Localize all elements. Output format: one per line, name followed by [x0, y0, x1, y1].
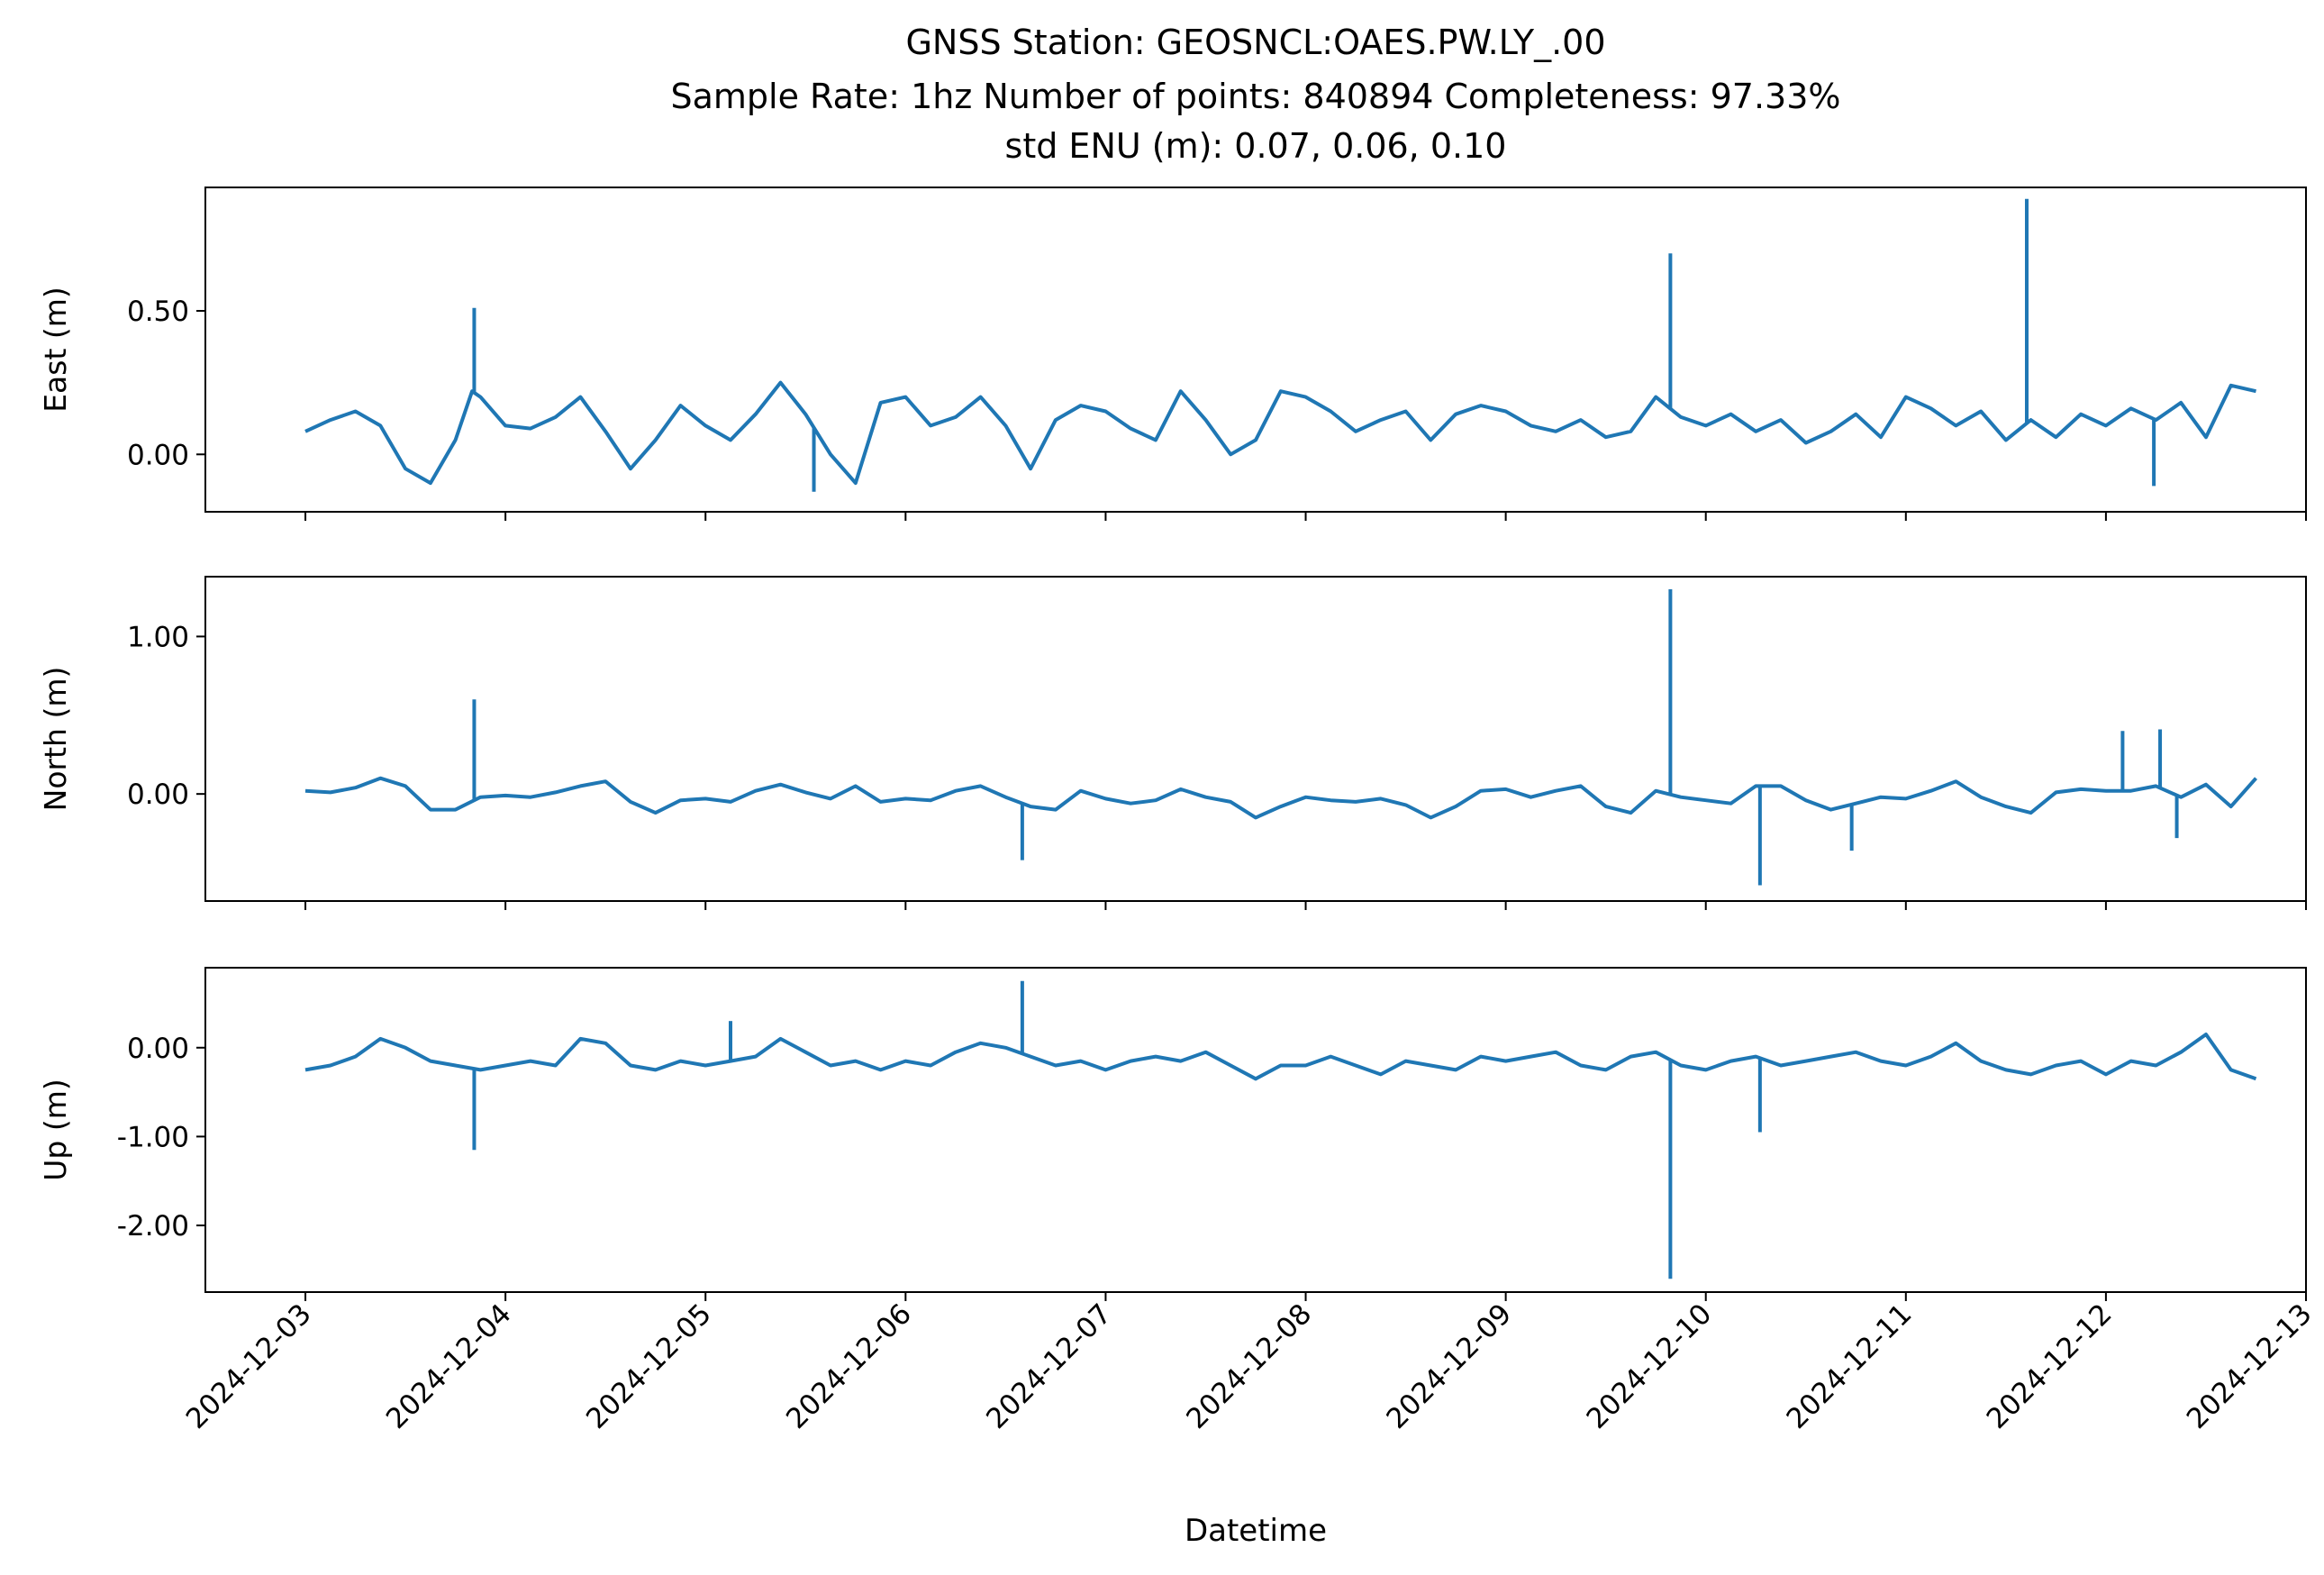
panel-3: 0.00 -1.00 -2.00 Up (m)	[38, 967, 2307, 1301]
x-tick-label: 2024-12-06	[780, 1297, 918, 1435]
series-line	[304, 380, 2256, 486]
title-line-1: GNSS Station: GEOSNCL:OAES.PW.LY_.00	[905, 23, 1605, 62]
y-tick-label: -1.00	[117, 1121, 189, 1153]
y-tick-label: 0.00	[127, 1033, 189, 1065]
title-line-3: std ENU (m): 0.07, 0.06, 0.10	[1005, 126, 1507, 166]
panels: 0.00 0.50 East (m) 0.00 1.00 North (m) 0.00 -1.…	[38, 187, 2307, 1301]
x-tick-label: 2024-12-04	[380, 1297, 518, 1435]
panel-1: 0.00 0.50 East (m)	[38, 187, 2307, 521]
y-axis-label: East (m)	[38, 287, 73, 413]
panel-2: 0.00 1.00 North (m)	[38, 576, 2307, 910]
y-tick-label: 1.00	[127, 621, 189, 653]
x-tick-label: 2024-12-12	[1981, 1297, 2119, 1435]
y-tick-label: 0.00	[127, 439, 189, 471]
x-tick-label: 2024-12-05	[580, 1297, 718, 1435]
x-tick-label: 2024-12-10	[1581, 1297, 1719, 1435]
x-tick-label: 2024-12-09	[1380, 1297, 1518, 1435]
title-line-2: Sample Rate: 1hz Number of points: 84089…	[671, 77, 1841, 116]
y-tick-label: -2.00	[117, 1210, 189, 1243]
y-axis-label: Up (m)	[38, 1079, 73, 1181]
y-tick-label: 0.50	[127, 296, 189, 328]
figure-title: GNSS Station: GEOSNCL:OAES.PW.LY_.00 Sam…	[671, 23, 1841, 166]
x-axis: 2024-12-03 2024-12-04 2024-12-05 2024-12-06…	[180, 1297, 2319, 1435]
x-tick-label: 2024-12-03	[180, 1297, 318, 1435]
axes-frame	[204, 967, 2307, 1293]
x-tick-label: 2024-12-07	[980, 1297, 1118, 1435]
x-tick-label: 2024-12-13	[2181, 1297, 2319, 1435]
series-line	[304, 1033, 2257, 1081]
x-tick-label: 2024-12-08	[1180, 1297, 1318, 1435]
axes-frame	[204, 187, 2307, 513]
x-tick-label: 2024-12-11	[1781, 1297, 1919, 1435]
y-axis-label: North (m)	[38, 667, 73, 812]
y-tick-label: 0.00	[127, 778, 189, 811]
axes-frame	[204, 576, 2307, 902]
x-axis-label: Datetime	[1185, 1513, 1327, 1549]
series-line	[304, 776, 2257, 820]
